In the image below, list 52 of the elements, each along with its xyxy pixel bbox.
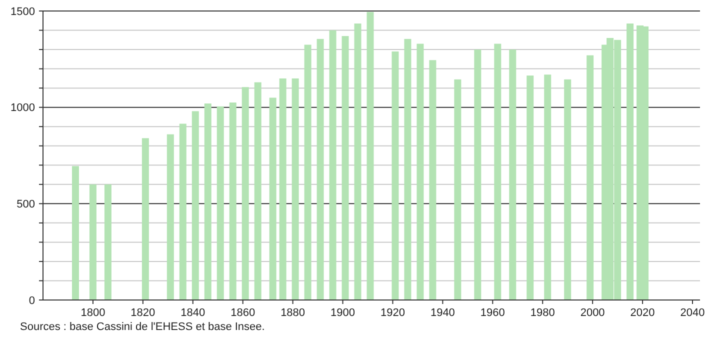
bar: [494, 44, 502, 300]
y-tick-label: 0: [28, 294, 35, 307]
bar: [626, 24, 634, 300]
bar: [142, 138, 149, 300]
bar: [526, 76, 534, 300]
bar: [429, 60, 436, 300]
x-tick-label: 1840: [180, 307, 206, 319]
x-tick-label: 1980: [530, 307, 555, 319]
bar: [72, 166, 79, 300]
bar: [316, 38, 324, 300]
bar: [454, 79, 462, 300]
bar: [242, 87, 249, 300]
bar: [292, 78, 299, 300]
bar: [366, 12, 374, 300]
y-tick-label: 1000: [10, 102, 35, 114]
bar: [279, 78, 286, 300]
bar: [269, 98, 276, 300]
bar: [204, 103, 212, 300]
x-tick-label: 1940: [430, 307, 455, 319]
x-tick-label: 1860: [230, 307, 256, 319]
x-tick-label: 1920: [380, 307, 405, 319]
source-note: Sources : base Cassini de l'EHESS et base Insee.: [20, 321, 265, 333]
bar: [544, 74, 552, 300]
bar: [254, 82, 262, 300]
bar: [474, 50, 482, 300]
x-tick-label: 2020: [630, 307, 655, 319]
bar: [509, 50, 516, 300]
bar: [354, 24, 362, 300]
x-tick-label: 2000: [580, 307, 605, 319]
bar: [564, 79, 572, 300]
x-tick-label: 1800: [80, 307, 106, 319]
bar: [216, 106, 224, 300]
x-tick-label: 1900: [330, 307, 356, 319]
bar: [416, 44, 424, 300]
bar: [192, 111, 199, 300]
bar: [404, 38, 412, 300]
bar: [304, 44, 312, 300]
x-tick-label: 1960: [480, 307, 505, 319]
bar: [329, 30, 336, 300]
bar: [179, 124, 186, 300]
x-tick-label: 1880: [280, 307, 306, 319]
x-tick-label: 1820: [130, 307, 156, 319]
bar: [104, 184, 112, 300]
bar: [342, 36, 349, 300]
y-tick-label: 500: [16, 198, 35, 211]
bar: [89, 184, 96, 300]
bar: [229, 102, 236, 300]
bar: [586, 55, 594, 300]
bar: [166, 134, 174, 300]
bar: [392, 51, 399, 300]
y-tick-label: 1500: [10, 6, 35, 18]
x-tick-label: 2040: [680, 307, 705, 319]
